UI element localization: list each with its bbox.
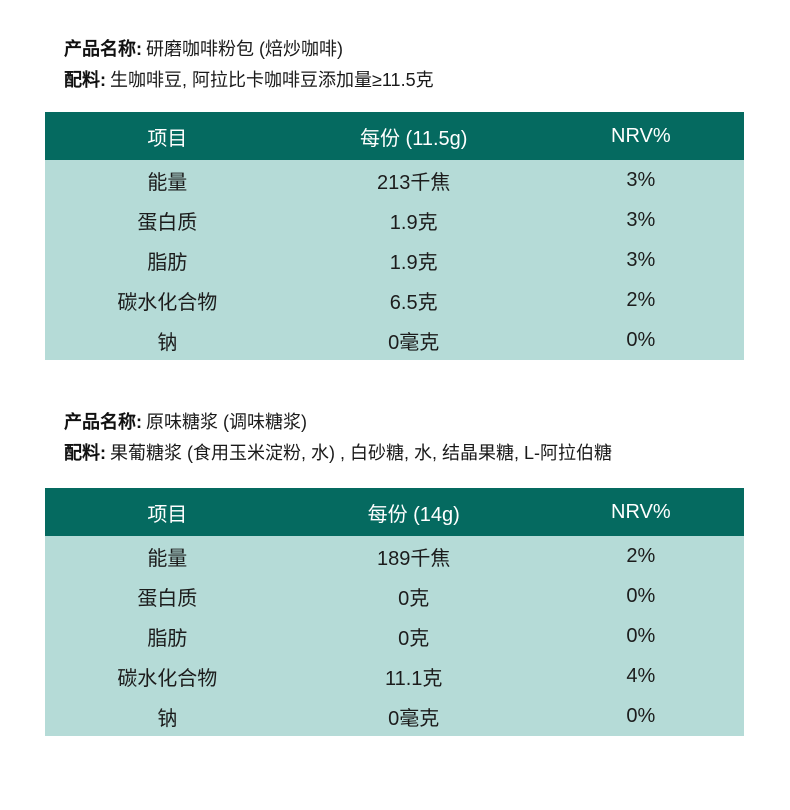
table-row-energy: 能量 189千焦 2% — [45, 536, 744, 576]
nutrient-amount: 1.9克 — [389, 251, 438, 274]
table-row-sodium: 钠 0毫克 0% — [45, 320, 744, 360]
nutrient-nrv: 0% — [626, 328, 656, 351]
nutrient-name: 脂肪 — [147, 627, 188, 650]
nutrient-nrv: 3% — [626, 168, 656, 191]
ingredients-value: 生咖啡豆, 阿拉比卡咖啡豆添加量≥11.5克 — [110, 70, 434, 90]
product-name-label: 产品名称: — [64, 39, 142, 59]
nutrient-name: 钠 — [157, 707, 178, 730]
header-item: 项目 — [147, 127, 188, 150]
nutrient-amount: 6.5克 — [389, 291, 438, 314]
product-info-text: 产品名称: 研磨咖啡粉包 (焙炒咖啡) 配料: 生咖啡豆, 阿拉比卡咖啡豆添加量≥1… — [64, 34, 744, 96]
product-name-value: 原味糖浆 (调味糖浆) — [146, 412, 307, 432]
ingredients-line: 配料: 生咖啡豆, 阿拉比卡咖啡豆添加量≥11.5克 — [64, 65, 744, 96]
table-row-fat: 脂肪 0克 0% — [45, 616, 744, 656]
nutrient-name: 能量 — [147, 547, 188, 570]
table-row-carbohydrate: 碳水化合物 6.5克 2% — [45, 280, 744, 320]
nutrient-nrv: 4% — [626, 664, 656, 687]
header-per-serving: 每份 (14g) — [367, 503, 460, 526]
nutrient-nrv: 2% — [626, 544, 656, 567]
product-section-coffee: 产品名称: 研磨咖啡粉包 (焙炒咖啡) 配料: 生咖啡豆, 阿拉比卡咖啡豆添加量≥1… — [0, 34, 790, 360]
table-row-protein: 蛋白质 1.9克 3% — [45, 200, 744, 240]
ingredients-line: 配料: 果葡糖浆 (食用玉米淀粉, 水) , 白砂糖, 水, 结晶果糖, L-阿拉… — [64, 438, 744, 469]
table-row-fat: 脂肪 1.9克 3% — [45, 240, 744, 280]
table-row-carbohydrate: 碳水化合物 11.1克 4% — [45, 656, 744, 696]
product-name-value: 研磨咖啡粉包 (焙炒咖啡) — [146, 39, 343, 59]
product-name-label: 产品名称: — [64, 412, 142, 432]
product-info-text: 产品名称: 原味糖浆 (调味糖浆) 配料: 果葡糖浆 (食用玉米淀粉, 水) , 白… — [64, 407, 744, 469]
nutrient-nrv: 0% — [626, 584, 656, 607]
nutrient-name: 碳水化合物 — [117, 667, 218, 690]
nutrient-nrv: 3% — [626, 208, 656, 231]
nutrition-table-coffee: 项目 每份 (11.5g) NRV% 能量 213千焦 3% 蛋白质 1.9克 … — [45, 112, 744, 360]
table-row-energy: 能量 213千焦 3% — [45, 160, 744, 200]
nutrition-table-header-row: 项目 每份 (14g) NRV% — [45, 488, 744, 536]
nutrient-nrv: 0% — [626, 704, 656, 727]
nutrient-name: 碳水化合物 — [117, 291, 218, 314]
nutrient-amount: 0毫克 — [388, 331, 440, 354]
nutrient-nrv: 2% — [626, 288, 656, 311]
nutrition-table-header-row: 项目 每份 (11.5g) NRV% — [45, 112, 744, 160]
ingredients-value: 果葡糖浆 (食用玉米淀粉, 水) , 白砂糖, 水, 结晶果糖, L-阿拉伯糖 — [110, 443, 613, 463]
table-row-sodium: 钠 0毫克 0% — [45, 696, 744, 736]
nutrition-table-syrup: 项目 每份 (14g) NRV% 能量 189千焦 2% 蛋白质 0克 0% 脂… — [45, 488, 744, 736]
nutrient-amount: 189千焦 — [377, 547, 451, 570]
product-name-line: 产品名称: 原味糖浆 (调味糖浆) — [64, 407, 744, 438]
header-item: 项目 — [147, 503, 188, 526]
nutrient-name: 蛋白质 — [137, 211, 198, 234]
nutrient-amount: 0毫克 — [388, 707, 440, 730]
nutrient-amount: 0克 — [398, 587, 430, 610]
header-per-serving: 每份 (11.5g) — [359, 127, 468, 150]
nutrient-amount: 11.1克 — [384, 667, 443, 690]
nutrient-nrv: 3% — [626, 248, 656, 271]
nutrition-table-body: 能量 213千焦 3% 蛋白质 1.9克 3% 脂肪 1.9克 3% 碳水化合物… — [45, 160, 744, 360]
nutrient-amount: 1.9克 — [389, 211, 438, 234]
product-section-syrup: 产品名称: 原味糖浆 (调味糖浆) 配料: 果葡糖浆 (食用玉米淀粉, 水) , 白… — [0, 407, 790, 736]
nutrient-name: 脂肪 — [147, 251, 188, 274]
nutrient-name: 钠 — [157, 331, 178, 354]
nutrient-name: 能量 — [147, 171, 188, 194]
header-nrv: NRV% — [611, 500, 671, 523]
nutrition-table-body: 能量 189千焦 2% 蛋白质 0克 0% 脂肪 0克 0% 碳水化合物 11.… — [45, 536, 744, 736]
nutrient-nrv: 0% — [626, 624, 656, 647]
ingredients-label: 配料: — [64, 443, 106, 463]
nutrient-amount: 0克 — [398, 627, 430, 650]
ingredients-label: 配料: — [64, 70, 106, 90]
header-nrv: NRV% — [611, 124, 671, 147]
table-row-protein: 蛋白质 0克 0% — [45, 576, 744, 616]
nutrient-amount: 213千焦 — [377, 171, 451, 194]
nutrient-name: 蛋白质 — [137, 587, 198, 610]
product-name-line: 产品名称: 研磨咖啡粉包 (焙炒咖啡) — [64, 34, 744, 65]
